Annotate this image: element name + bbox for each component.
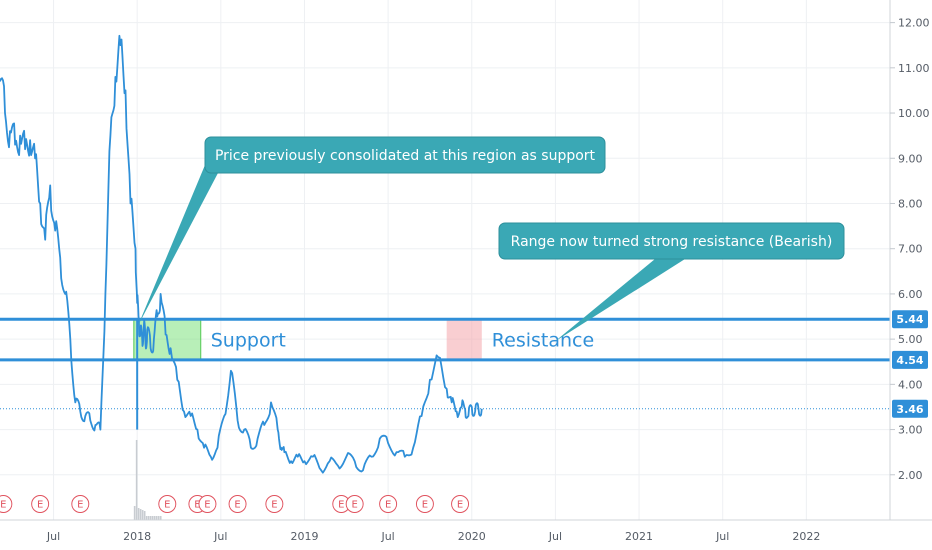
y-tick-label: 4.00 <box>898 378 923 391</box>
zone-resistance <box>446 319 482 360</box>
callout-pointer <box>555 259 685 342</box>
callout-box <box>204 136 606 174</box>
y-tick-label: 2.00 <box>898 469 923 482</box>
volume-bar <box>149 516 152 520</box>
zone-label: Resistance <box>492 330 594 352</box>
earnings-marker <box>198 495 217 513</box>
price-badge-label: 3.46 <box>896 403 923 416</box>
x-tick-label: 2019 <box>290 530 318 543</box>
earnings-marker <box>265 495 284 513</box>
volume-bar <box>155 516 158 520</box>
price-series-line <box>0 34 483 474</box>
y-tick-label: 12.00 <box>898 17 930 30</box>
volume-bar <box>141 510 144 520</box>
earnings-marker-label: E <box>194 500 200 511</box>
callout-box <box>498 222 845 260</box>
volume-bar <box>137 508 140 520</box>
earnings-marker-label: E <box>351 500 357 511</box>
earnings-marker-label: E <box>422 500 428 511</box>
volume-bar <box>143 511 146 520</box>
callout-text: Range now turned strong resistance (Bear… <box>511 234 833 250</box>
volume-bar <box>159 516 162 520</box>
volume-bar <box>157 516 160 520</box>
price-badge <box>892 399 928 418</box>
x-tick-label: Jul <box>46 530 60 543</box>
x-tick-label: 2021 <box>625 530 653 543</box>
earnings-marker <box>71 495 90 513</box>
earnings-marker <box>451 495 470 513</box>
earnings-marker-label: E <box>234 500 240 511</box>
x-tick-label: 2018 <box>123 530 151 543</box>
volume-bar <box>153 516 156 520</box>
earnings-marker <box>158 495 177 513</box>
x-tick-label: Jul <box>380 530 394 543</box>
earnings-marker-label: E <box>271 500 277 511</box>
x-tick-label: Jul <box>715 530 729 543</box>
earnings-marker <box>345 495 364 513</box>
earnings-marker-label: E <box>457 500 463 511</box>
earnings-marker <box>228 495 247 513</box>
price-badge-label: 4.54 <box>896 354 923 367</box>
y-tick-label: 8.00 <box>898 197 923 210</box>
y-tick-label: 7.00 <box>898 243 923 256</box>
earnings-marker-label: E <box>0 500 6 511</box>
price-badges: 5.44 4.54 3.46 <box>892 310 928 418</box>
earnings-marker-label: E <box>385 500 391 511</box>
earnings-marker <box>0 495 13 513</box>
chart-grid <box>0 0 890 520</box>
x-tick-label: Jul <box>548 530 562 543</box>
price-axis: 12.00 11.00 10.00 9.00 8.00 7.00 6.00 5.00 4.00 3… <box>890 17 930 482</box>
time-axis: Jul 2018 Jul 2019 Jul 2020 Jul 2021 Jul 2022 <box>46 530 820 543</box>
callout-pointer <box>138 165 218 326</box>
earnings-marker <box>415 495 434 513</box>
y-tick-label: 6.00 <box>898 288 923 301</box>
annotations-layer: Price previously consolidated at this re… <box>138 136 845 342</box>
price-badge <box>892 310 928 329</box>
earnings-marker-label: E <box>338 500 344 511</box>
y-tick-label: 3.00 <box>898 424 923 437</box>
earnings-marker <box>379 495 398 513</box>
volume-bar <box>135 440 138 520</box>
y-tick-label: 9.00 <box>898 152 923 165</box>
horizontal-lines <box>0 317 890 430</box>
volume-bar <box>151 516 154 520</box>
volume-bar <box>147 516 150 520</box>
y-tick-label: 10.00 <box>898 107 930 120</box>
price-badge <box>892 350 928 369</box>
earnings-marker-label: E <box>204 500 210 511</box>
callout-text: Price previously consolidated at this re… <box>215 148 596 164</box>
volume-bar <box>139 509 142 520</box>
earnings-marker-label: E <box>77 500 83 511</box>
earnings-marker-label: E <box>164 500 170 511</box>
x-tick-label: Jul <box>213 530 227 543</box>
price-badge-label: 5.44 <box>896 313 923 326</box>
zone-labels: Support Resistance <box>211 330 594 352</box>
earnings-marker-label: E <box>37 500 43 511</box>
y-tick-label: 5.00 <box>898 333 923 346</box>
x-tick-label: 2022 <box>792 530 820 543</box>
volume-bars <box>133 440 162 520</box>
volume-bar <box>145 516 148 520</box>
zone-label: Support <box>211 330 286 352</box>
earnings-marker <box>31 495 50 513</box>
y-tick-label: 11.00 <box>898 62 930 75</box>
x-tick-label: 2020 <box>458 530 486 543</box>
volume-bar <box>133 506 136 520</box>
series-layer <box>0 34 483 474</box>
